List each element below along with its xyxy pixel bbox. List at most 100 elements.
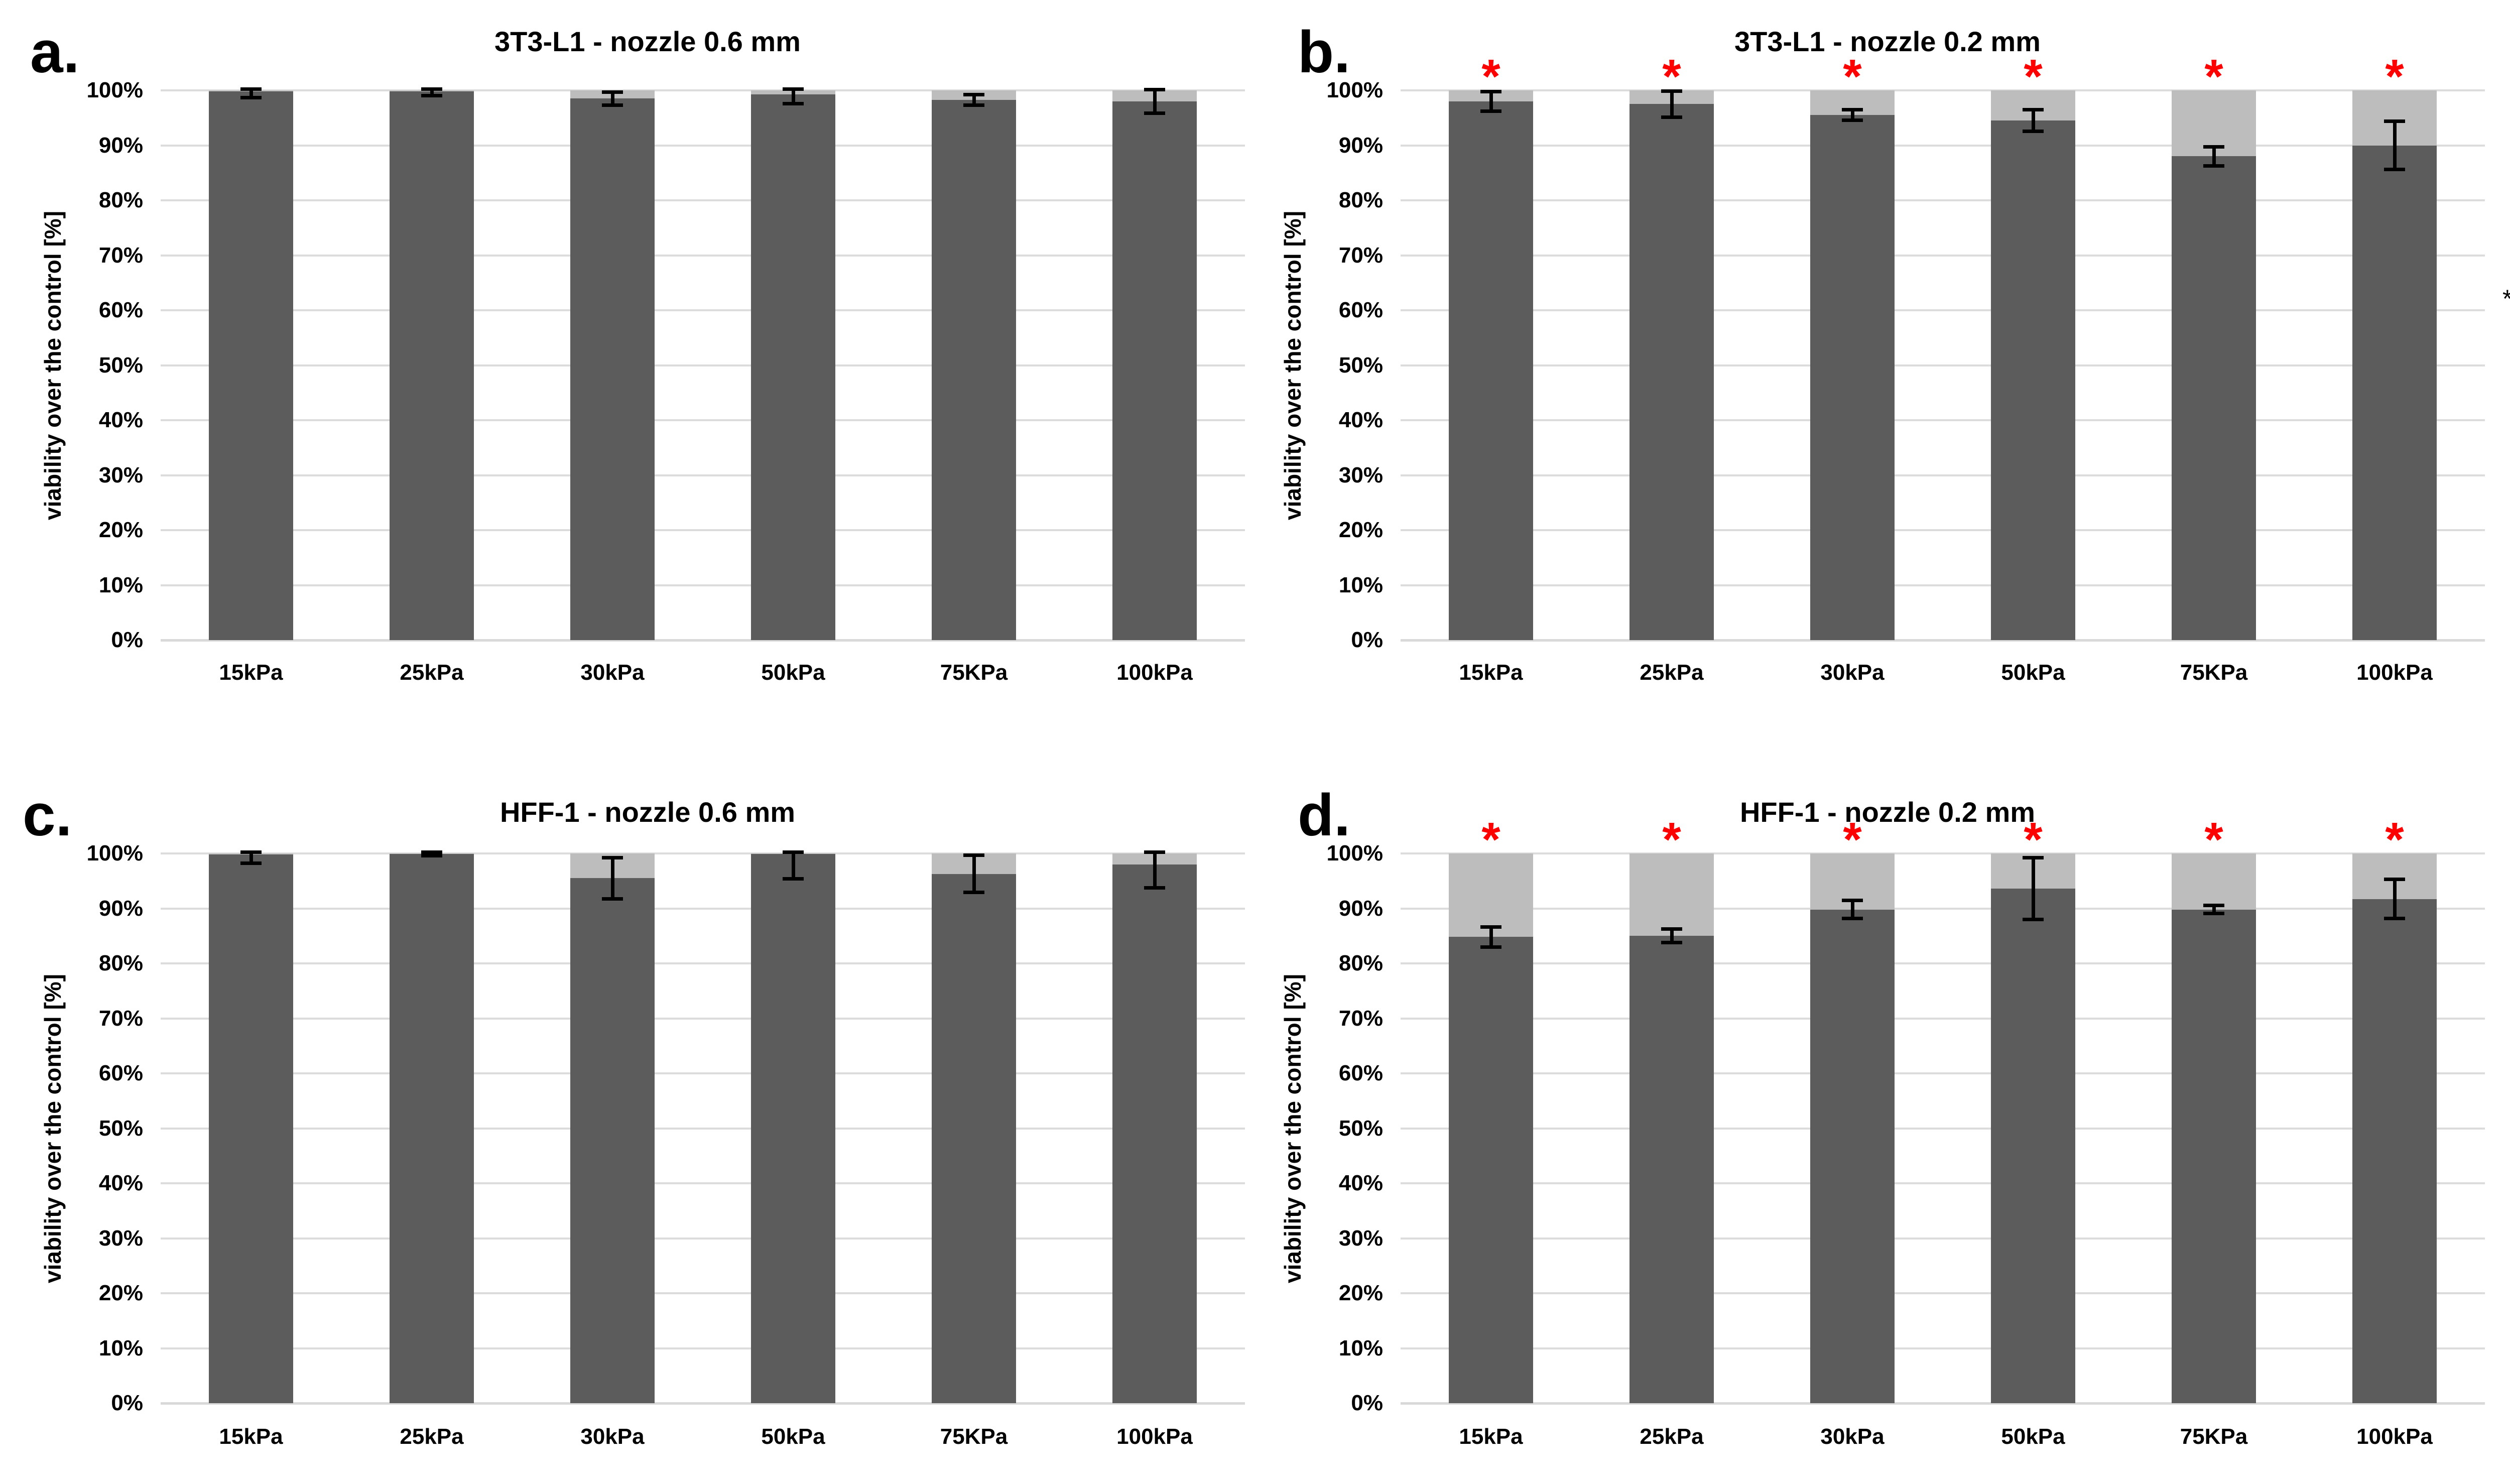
y-tick-label-b-10%: 10%	[1338, 572, 1383, 597]
gridline-d-50%	[1401, 1127, 2485, 1130]
error-bar-d-30kPa	[1851, 900, 1854, 919]
y-tick-label-c-70%: 70%	[98, 1006, 143, 1031]
y-tick-label-d-70%: 70%	[1338, 1006, 1383, 1031]
gridline-b-20%	[1401, 529, 2485, 531]
bar-live-d-30kPa	[1810, 909, 1895, 1403]
error-bar-cap-bottom-d-100kPa	[2384, 917, 2405, 921]
error-bar-c-50kPa	[792, 851, 795, 880]
x-tick-label-c-100kPa: 100kPa	[1116, 1424, 1193, 1449]
gridline-c-80%	[161, 962, 1245, 964]
gridline-a-10%	[161, 584, 1245, 586]
gridline-d-10%	[1401, 1347, 2485, 1349]
gridline-d-0%	[1401, 1402, 2485, 1405]
panel-letter-d: d.	[1298, 782, 1350, 848]
gridline-c-70%	[161, 1017, 1245, 1020]
bar-live-b-50kPa	[1991, 120, 2075, 640]
gridline-a-0%	[161, 639, 1245, 642]
error-bar-cap-top-a-50kPa	[783, 87, 804, 91]
error-bar-cap-bottom-b-25kPa	[1661, 115, 1682, 119]
gridline-b-50%	[1401, 364, 2485, 366]
y-tick-label-a-60%: 60%	[98, 298, 143, 322]
significance-asterisk-d-50kPa: *	[2024, 813, 2043, 867]
y-tick-label-b-100%: 100%	[1326, 78, 1383, 102]
y-tick-label-b-50%: 50%	[1338, 352, 1383, 378]
gridline-c-20%	[161, 1292, 1245, 1294]
x-tick-label-a-75KPa: 75KPa	[940, 660, 1008, 685]
error-bar-d-25kPa	[1670, 929, 1674, 943]
y-tick-label-c-90%: 90%	[98, 896, 143, 921]
gridline-b-40%	[1401, 419, 2485, 421]
error-bar-b-30kPa	[1851, 109, 1854, 121]
y-tick-label-d-90%: 90%	[1338, 896, 1383, 921]
bar-live-b-75KPa	[2172, 156, 2256, 640]
y-tick-label-a-70%: 70%	[98, 242, 143, 268]
bar-live-d-25kPa	[1629, 936, 1714, 1403]
chart-title-c: HFF-1 - nozzle 0.6 mm	[499, 796, 796, 828]
error-bar-b-15kPa	[1489, 91, 1493, 111]
error-bar-cap-bottom-d-75KPa	[2203, 912, 2224, 916]
gridline-a-40%	[161, 419, 1245, 421]
error-bar-a-75KPa	[972, 94, 976, 105]
y-tick-label-d-40%: 40%	[1338, 1171, 1383, 1195]
y-tick-label-d-0%: 0%	[1351, 1391, 1383, 1415]
x-tick-label-b-30kPa: 30kPa	[1820, 660, 1885, 685]
error-bar-cap-top-c-75KPa	[963, 853, 984, 857]
bar-live-c-15kPa	[209, 854, 293, 1403]
error-bar-b-75KPa	[2212, 146, 2216, 167]
significance-note: * p<0.05 vs. control group	[2502, 285, 2510, 312]
error-bar-cap-bottom-c-25kPa	[421, 854, 442, 858]
bar-live-d-50kPa	[1991, 889, 2075, 1403]
significance-asterisk-d-30kPa: *	[1843, 813, 1862, 867]
significance-asterisk-d-25kPa: *	[1662, 813, 1681, 867]
bar-live-b-30kPa	[1810, 115, 1895, 640]
x-tick-label-c-75KPa: 75KPa	[940, 1424, 1008, 1449]
gridline-d-60%	[1401, 1072, 2485, 1074]
x-tick-label-d-50kPa: 50kPa	[2001, 1424, 2065, 1449]
y-tick-label-a-50%: 50%	[98, 352, 143, 378]
error-bar-cap-bottom-c-50kPa	[783, 877, 804, 881]
gridline-b-90%	[1401, 144, 2485, 147]
significance-asterisk-b-30kPa: *	[1843, 50, 1862, 103]
y-tick-label-b-30%: 30%	[1338, 462, 1383, 487]
panel-letter-a: a.	[30, 19, 80, 85]
error-bar-cap-bottom-c-30kPa	[602, 897, 623, 901]
y-tick-label-c-40%: 40%	[98, 1171, 143, 1195]
gridline-c-60%	[161, 1072, 1245, 1074]
gridline-a-50%	[161, 364, 1245, 366]
bar-live-a-30kPa	[570, 98, 655, 640]
error-bar-cap-top-d-30kPa	[1842, 899, 1863, 903]
y-tick-label-d-20%: 20%	[1338, 1281, 1383, 1305]
error-bar-d-75KPa	[2212, 905, 2216, 914]
error-bar-cap-top-c-100kPa	[1144, 850, 1165, 854]
significance-asterisk-d-75KPa: *	[2204, 813, 2223, 867]
gridline-a-100%	[161, 89, 1245, 91]
y-tick-label-a-100%: 100%	[86, 78, 143, 102]
error-bar-cap-bottom-b-30kPa	[1842, 118, 1863, 122]
error-bar-cap-bottom-c-100kPa	[1144, 886, 1165, 890]
bar-live-a-25kPa	[390, 91, 474, 640]
bar-dead-d-15kPa	[1449, 853, 1533, 937]
chart-title-d: HFF-1 - nozzle 0.2 mm	[1739, 796, 2036, 828]
panel-letter-b: b.	[1298, 19, 1350, 85]
bar-live-d-15kPa	[1449, 937, 1533, 1403]
error-bar-cap-top-c-50kPa	[783, 850, 804, 854]
gridline-b-30%	[1401, 474, 2485, 476]
bar-live-d-100kPa	[2352, 899, 2437, 1403]
error-bar-cap-top-c-15kPa	[240, 850, 262, 854]
x-tick-label-a-25kPa: 25kPa	[400, 660, 464, 685]
x-tick-label-d-100kPa: 100kPa	[2356, 1424, 2433, 1449]
significance-asterisk-d-15kPa: *	[1481, 813, 1500, 867]
significance-asterisk-b-25kPa: *	[1662, 50, 1681, 103]
y-tick-label-c-30%: 30%	[98, 1225, 143, 1251]
x-tick-label-c-25kPa: 25kPa	[400, 1424, 464, 1449]
y-tick-label-d-80%: 80%	[1338, 951, 1383, 975]
x-tick-label-d-30kPa: 30kPa	[1820, 1424, 1885, 1449]
error-bar-cap-bottom-a-25kPa	[421, 93, 442, 97]
x-tick-label-a-15kPa: 15kPa	[219, 660, 283, 685]
error-bar-cap-top-c-30kPa	[602, 855, 623, 859]
error-bar-cap-top-a-100kPa	[1144, 87, 1165, 91]
error-bar-c-25kPa	[430, 851, 434, 856]
y-tick-label-d-30%: 30%	[1338, 1225, 1383, 1251]
bar-live-d-75KPa	[2172, 909, 2256, 1403]
gridline-b-80%	[1401, 199, 2485, 201]
